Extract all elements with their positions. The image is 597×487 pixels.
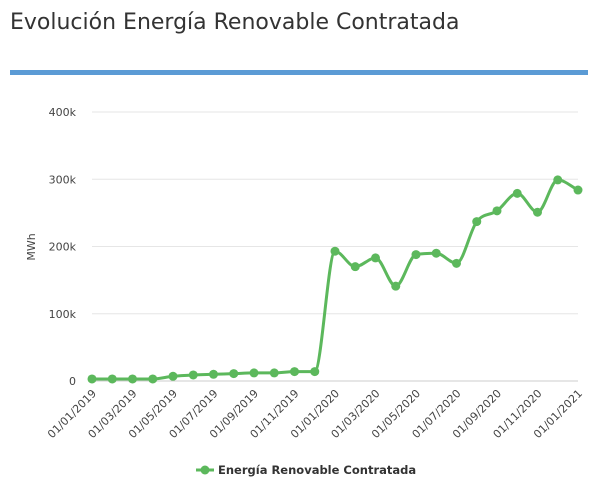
data-point [391,281,401,291]
data-point [209,369,218,379]
data-point [533,207,542,217]
grid-lines [92,111,578,382]
data-point [371,253,380,263]
legend[interactable]: Energía Renovable Contratada [196,463,416,477]
data-point [330,246,340,256]
y-tick-label: 300k [49,173,77,186]
data-point [128,374,137,384]
data-point [168,371,178,381]
data-point [411,250,421,260]
data-point [87,374,97,384]
data-point [188,370,198,380]
data-point [290,367,299,377]
series-line [92,178,579,381]
data-point [310,367,320,377]
y-tick-label: 200k [49,241,77,254]
data-point [492,206,502,216]
page-title: Evolución Energía Renovable Contratada [10,10,460,35]
y-tick-label: 100k [49,308,77,321]
legend-dot-marker [200,465,210,475]
data-point [452,258,461,268]
series-energia-renovable [87,175,583,384]
data-point [249,368,259,378]
x-axis-ticks: 01/01/201901/03/201901/05/201901/07/2019… [45,387,585,441]
data-point [148,374,158,384]
data-point [269,368,279,378]
y-tick-label: 0 [69,375,76,388]
y-tick-label: 400k [49,106,77,119]
y-axis-ticks: 0 100k 200k 300k 400k [49,106,77,388]
data-point [573,185,583,195]
data-point [553,175,563,185]
title-underline [10,70,588,75]
data-point [229,369,239,379]
legend-label: Energía Renovable Contratada [218,463,416,477]
data-point [472,217,482,227]
data-point [107,374,117,384]
data-point [431,248,441,258]
y-axis-label: MWh [25,233,38,260]
data-point [350,262,360,272]
data-point [512,188,522,198]
